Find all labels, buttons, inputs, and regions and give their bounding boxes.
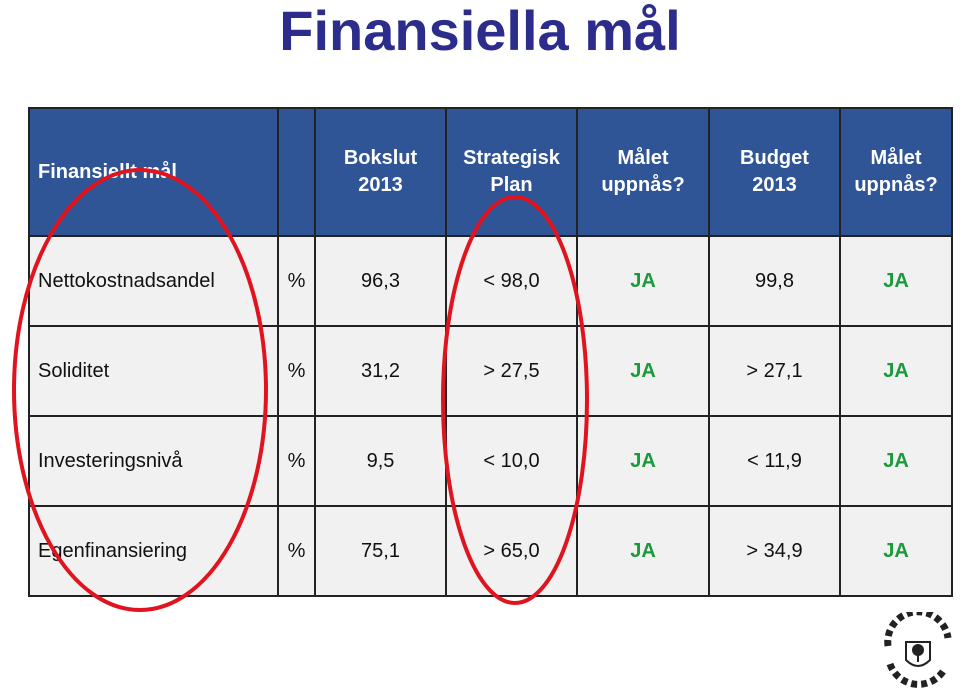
row-bokslut: 9,5 [314, 415, 447, 507]
row-label: Egenfinansiering [28, 505, 279, 597]
page-title: Finansiella mål [279, 0, 681, 62]
table-row: Egenfinansiering % 75,1 > 65,0 JA > 34,9… [28, 505, 953, 597]
row-bokslut: 75,1 [314, 505, 447, 597]
row-budget: < 11,9 [708, 415, 841, 507]
row-budget: 99,8 [708, 235, 841, 327]
row-goal-1: JA [576, 325, 710, 417]
row-bokslut: 31,2 [314, 325, 447, 417]
row-plan: > 27,5 [445, 325, 578, 417]
row-goal-1: JA [576, 505, 710, 597]
row-goal-2: JA [839, 505, 953, 597]
row-budget: > 34,9 [708, 505, 841, 597]
row-budget: > 27,1 [708, 325, 841, 417]
header-goal-reached-1: Målet uppnås? [576, 107, 710, 237]
row-goal-2: JA [839, 235, 953, 327]
header-budget: Budget 2013 [708, 107, 841, 237]
header-bokslut: Bokslut 2013 [314, 107, 447, 237]
table-row: Soliditet % 31,2 > 27,5 JA > 27,1 JA [28, 325, 953, 417]
row-unit: % [277, 415, 316, 507]
municipal-crest-icon [876, 608, 958, 688]
row-label: Soliditet [28, 325, 279, 417]
row-unit: % [277, 235, 316, 327]
table-header-row: Finansiellt mål Bokslut 2013 Strategisk … [28, 107, 953, 237]
header-financial-goal: Finansiellt mål [28, 107, 279, 237]
row-unit: % [277, 325, 316, 417]
row-plan: < 98,0 [445, 235, 578, 327]
header-goal-reached-2: Målet uppnås? [839, 107, 953, 237]
row-goal-1: JA [576, 235, 710, 327]
financial-goals-table: Finansiellt mål Bokslut 2013 Strategisk … [28, 107, 953, 597]
row-plan: < 10,0 [445, 415, 578, 507]
row-goal-1: JA [576, 415, 710, 507]
row-plan: > 65,0 [445, 505, 578, 597]
row-goal-2: JA [839, 415, 953, 507]
row-label: Investeringsnivå [28, 415, 279, 507]
table-row: Investeringsnivå % 9,5 < 10,0 JA < 11,9 … [28, 415, 953, 507]
table-row: Nettokostnadsandel % 96,3 < 98,0 JA 99,8… [28, 235, 953, 327]
header-strategic-plan: Strategisk Plan [445, 107, 578, 237]
row-unit: % [277, 505, 316, 597]
header-unit [277, 107, 316, 237]
row-label: Nettokostnadsandel [28, 235, 279, 327]
row-bokslut: 96,3 [314, 235, 447, 327]
row-goal-2: JA [839, 325, 953, 417]
